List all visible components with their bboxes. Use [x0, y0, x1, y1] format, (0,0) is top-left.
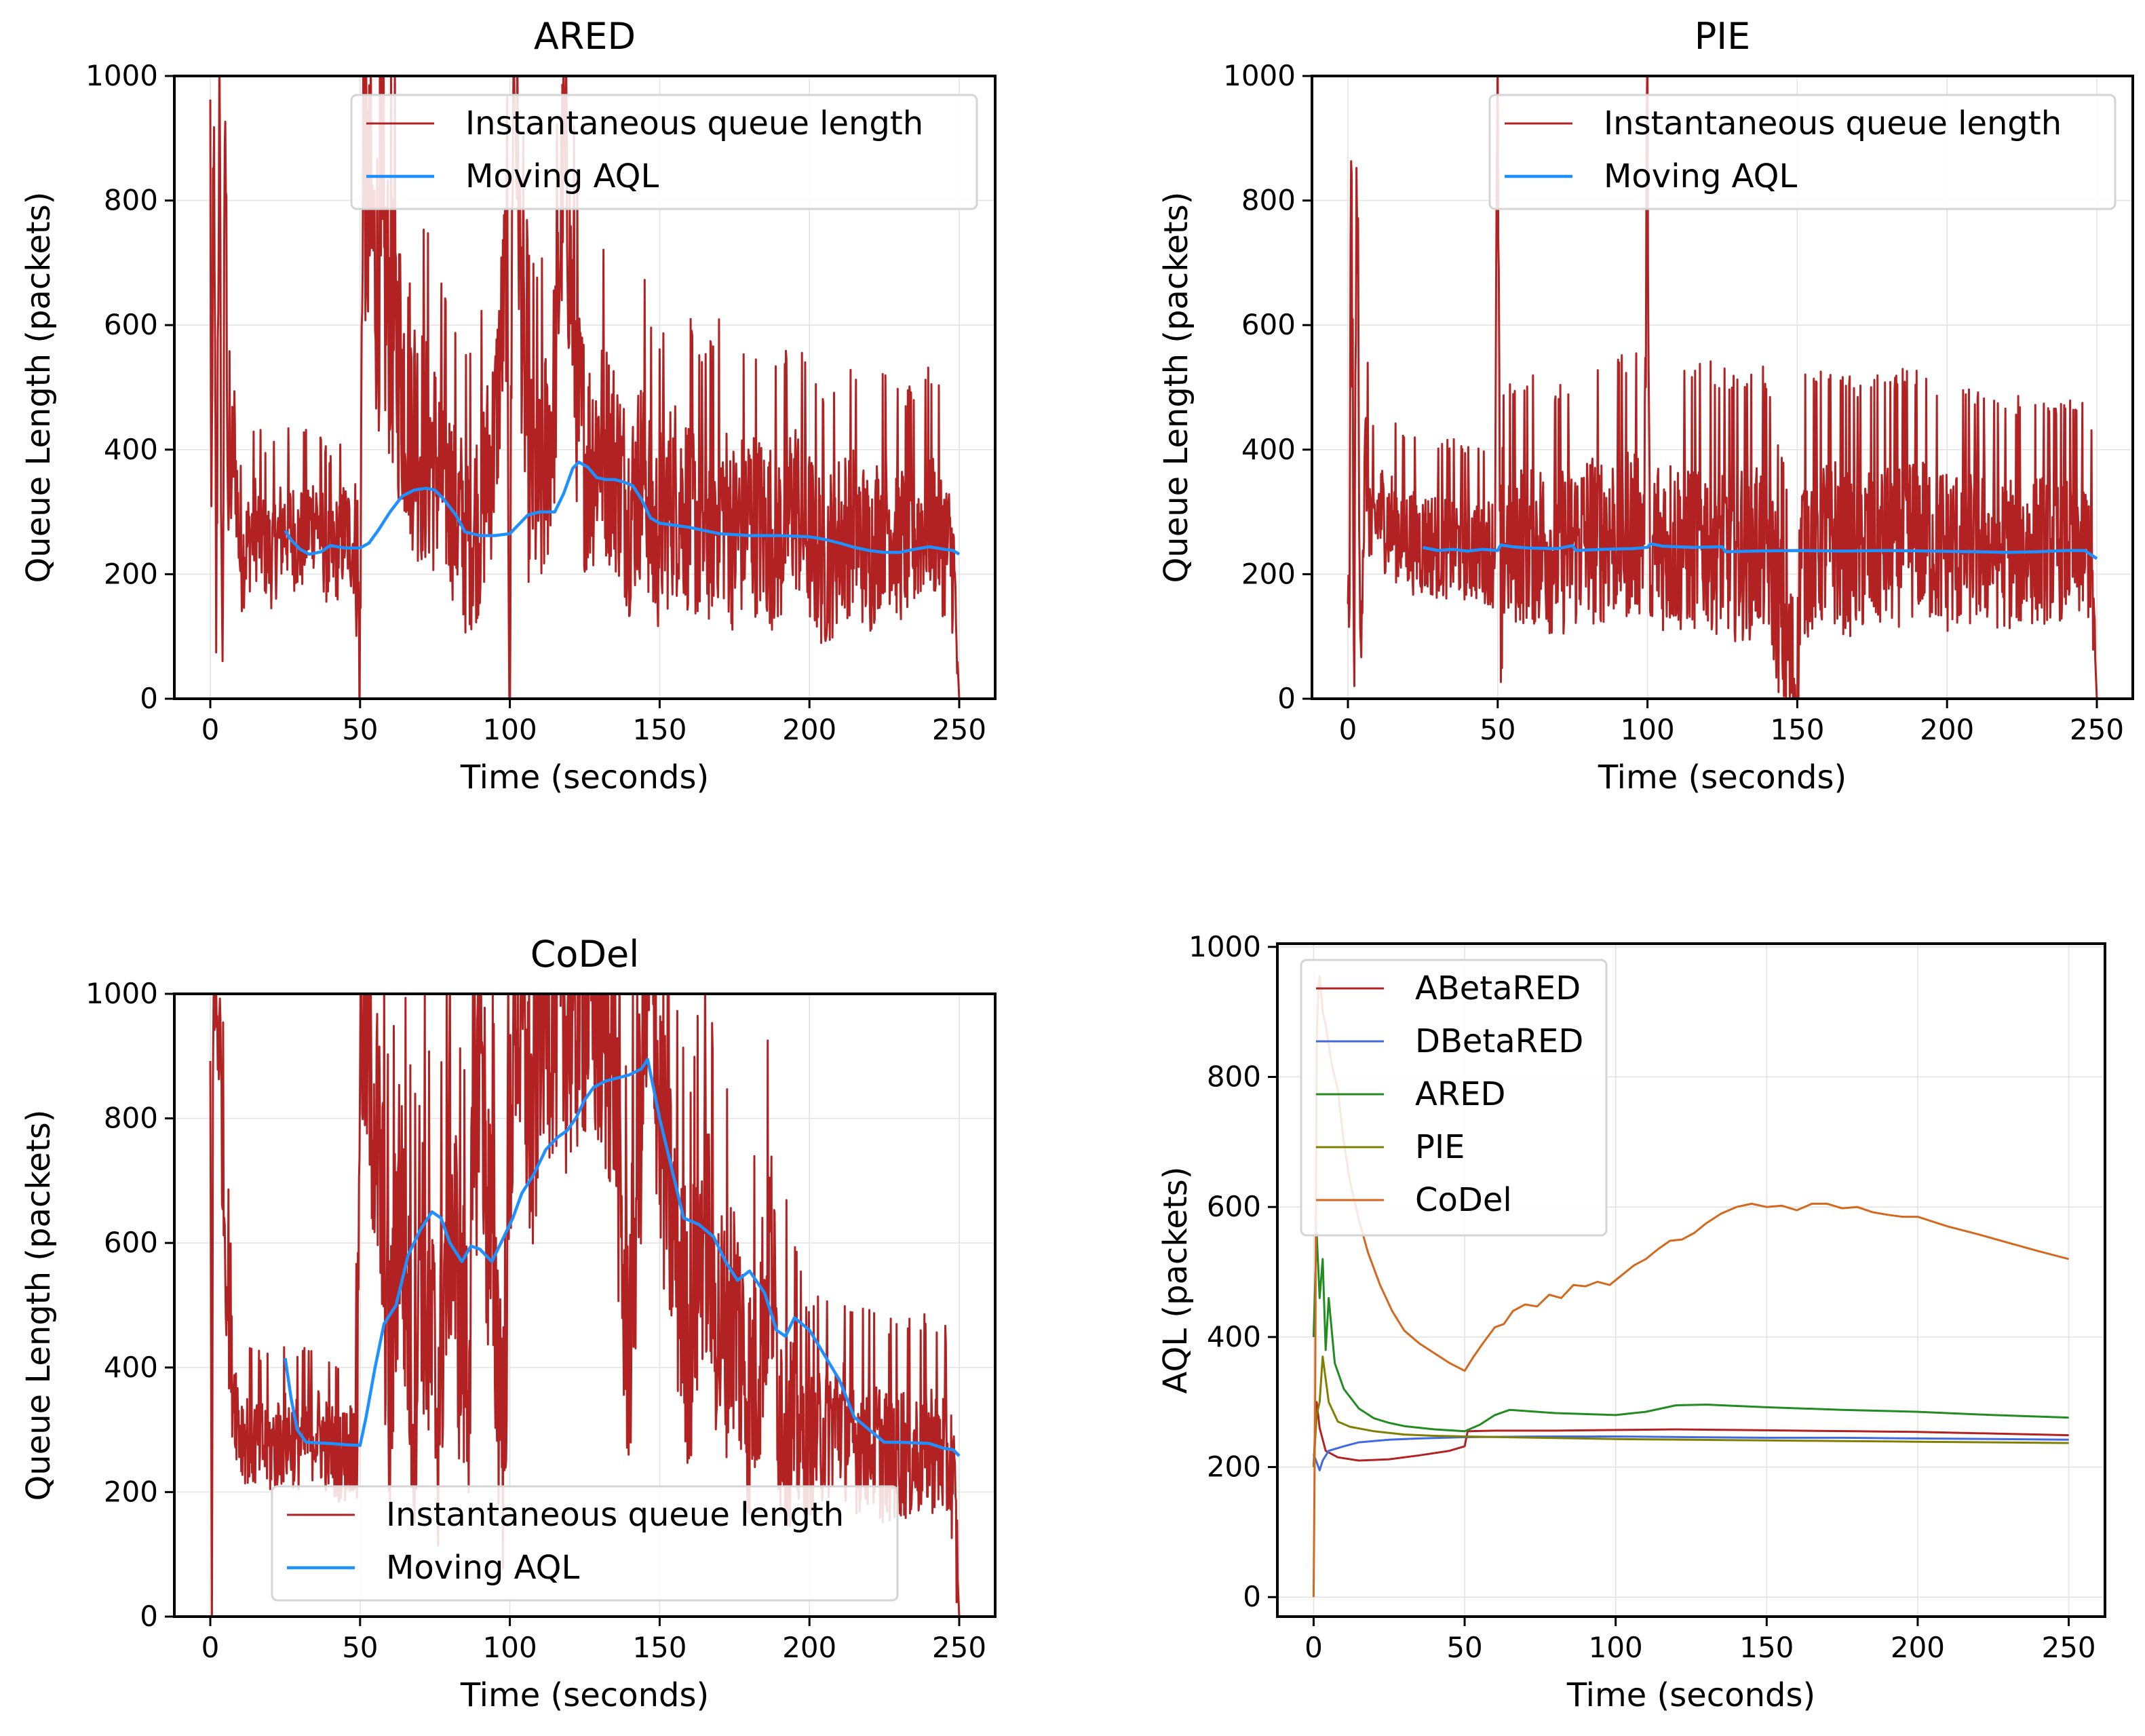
x-tick-label: 50 [1446, 1631, 1482, 1664]
x-tick-label: 200 [782, 713, 836, 746]
plot-area [1347, 76, 2098, 699]
x-tick-label: 250 [932, 713, 986, 746]
y-axis-label: Queue Length (packets) [20, 1110, 58, 1501]
x-tick-label: 200 [1891, 1631, 1945, 1664]
y-axis-label: Queue Length (packets) [1157, 192, 1195, 583]
chart-title: PIE [1695, 15, 1751, 58]
axes-frame [1276, 942, 2106, 1618]
series-line-instantaneous-queue-length [209, 994, 961, 1617]
y-tick-label: 200 [1241, 557, 1296, 590]
legend-label: PIE [1415, 1128, 1465, 1166]
y-tick-label: 1000 [85, 59, 158, 92]
series-line-instantaneous-queue-length [1347, 76, 2098, 699]
y-tick-label: 0 [1277, 682, 1296, 715]
legend-label: Moving AQL [1604, 157, 1797, 195]
legend-label: Instantaneous queue length [386, 1496, 844, 1534]
y-tick-label: 800 [1207, 1060, 1261, 1093]
x-axis-label: Time (seconds) [460, 1676, 709, 1714]
y-tick-label: 800 [104, 184, 158, 217]
legend: ABetaRED DBetaRED ARED PIE CoDel [1300, 959, 1608, 1237]
x-tick-label: 150 [632, 713, 687, 746]
chart-panel-3: 0 50 100 150 200 250 0 200 400 600 800 1000 CoDel Tim… [20, 933, 997, 1714]
x-tick-label: 100 [483, 1631, 537, 1664]
legend-label: ABetaRED [1415, 969, 1581, 1007]
x-tick-label: 0 [201, 1631, 220, 1664]
x-axis-label: Time (seconds) [460, 758, 709, 796]
chart-title: ARED [534, 15, 636, 58]
y-tick-label: 200 [104, 1475, 158, 1508]
y-tick-label: 1000 [1189, 930, 1261, 963]
x-axis-label: Time (seconds) [1566, 1676, 1815, 1714]
y-tick-label: 400 [104, 433, 158, 466]
legend-frame [271, 1485, 899, 1602]
y-tick-label: 800 [104, 1102, 158, 1135]
y-tick-label: 0 [140, 1600, 158, 1633]
x-tick-label: 150 [632, 1631, 687, 1664]
x-tick-label: 50 [342, 713, 378, 746]
series-line-moving-aql [284, 1058, 961, 1457]
legend-label: CoDel [1415, 1181, 1512, 1219]
y-tick-label: 0 [140, 682, 158, 715]
chart-panel-2: 0 50 100 150 200 250 0 200 400 600 800 1000 PIE Time … [1157, 15, 2134, 796]
y-tick-label: 1000 [1223, 59, 1296, 92]
y-tick-label: 400 [104, 1351, 158, 1384]
x-axis-label: Time (seconds) [1598, 758, 1847, 796]
series-line-moving-aql [1422, 542, 2098, 560]
series-line-moving-aql [284, 460, 961, 556]
y-tick-label: 600 [1241, 308, 1296, 341]
y-tick-label: 200 [104, 557, 158, 590]
legend: Instantaneous queue length Moving AQL [271, 1485, 899, 1602]
x-tick-label: 150 [1770, 713, 1824, 746]
y-tick-label: 600 [104, 1226, 158, 1259]
series-line-pie [1312, 1355, 2069, 1467]
x-tick-label: 0 [1339, 713, 1357, 746]
axes-frame [173, 75, 997, 700]
legend: Instantaneous queue length Moving AQL [1488, 94, 2117, 210]
legend-label: Instantaneous queue length [465, 104, 923, 142]
x-tick-label: 50 [342, 1631, 378, 1664]
x-tick-label: 200 [1920, 713, 1974, 746]
x-tick-label: 250 [2070, 713, 2124, 746]
legend-label: Moving AQL [386, 1549, 579, 1587]
x-tick-label: 250 [932, 1631, 986, 1664]
plot-area [209, 76, 961, 699]
y-tick-label: 0 [1243, 1580, 1261, 1613]
y-tick-label: 800 [1241, 184, 1296, 217]
x-tick-label: 100 [1621, 713, 1675, 746]
series-line-ared [1312, 1232, 2069, 1433]
legend-frame [350, 94, 978, 210]
axes-frame [1311, 75, 2134, 700]
x-tick-label: 200 [782, 1631, 836, 1664]
legend-frame [1300, 959, 1608, 1237]
axes-frame [173, 992, 997, 1618]
legend-label: DBetaRED [1415, 1022, 1583, 1060]
x-tick-label: 0 [201, 713, 220, 746]
series-line-instantaneous-queue-length [209, 76, 961, 699]
series-line-abetared [1312, 1401, 2069, 1467]
chart-panel-4: 0 50 100 150 200 250 0 200 400 600 800 1000 Time (se… [1157, 930, 2106, 1714]
y-axis-label: Queue Length (packets) [20, 192, 58, 583]
y-tick-label: 600 [104, 308, 158, 341]
y-axis-label: AQL (packets) [1157, 1167, 1195, 1394]
chart-title: CoDel [530, 933, 640, 976]
y-tick-label: 1000 [85, 977, 158, 1010]
x-tick-label: 100 [1589, 1631, 1643, 1664]
legend-label: ARED [1415, 1075, 1505, 1113]
legend: Instantaneous queue length Moving AQL [350, 94, 978, 210]
x-tick-label: 0 [1305, 1631, 1323, 1664]
x-tick-label: 250 [2041, 1631, 2095, 1664]
y-tick-label: 600 [1207, 1190, 1261, 1223]
legend-label: Instantaneous queue length [1604, 104, 2062, 142]
y-tick-label: 400 [1241, 433, 1296, 466]
x-tick-label: 150 [1739, 1631, 1794, 1664]
y-tick-label: 400 [1207, 1320, 1261, 1353]
chart-panel-1: 0 50 100 150 200 250 0 200 400 600 800 1000 ARED Time… [20, 15, 997, 796]
plot-area [209, 994, 961, 1617]
legend-frame [1488, 94, 2117, 210]
y-tick-label: 200 [1207, 1450, 1261, 1484]
x-tick-label: 50 [1480, 713, 1515, 746]
legend-label: Moving AQL [465, 157, 659, 195]
x-tick-label: 100 [483, 713, 537, 746]
